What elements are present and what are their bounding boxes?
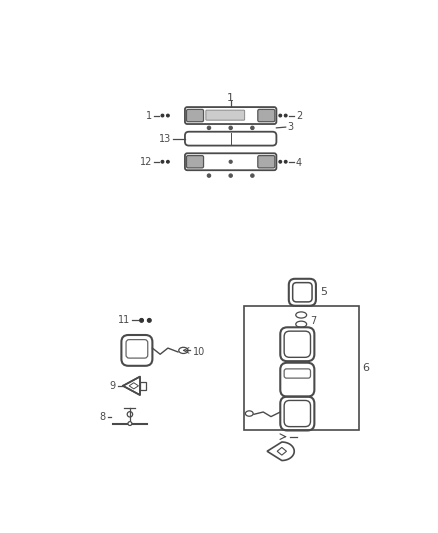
Circle shape [147,318,151,322]
Circle shape [284,114,287,117]
Circle shape [279,114,282,117]
Circle shape [207,126,211,130]
Text: 13: 13 [159,134,171,144]
Text: 3: 3 [287,122,293,132]
Circle shape [161,114,164,117]
Text: 12: 12 [140,157,152,167]
Text: 2: 2 [296,110,302,120]
Circle shape [161,160,164,163]
FancyBboxPatch shape [187,109,204,122]
Circle shape [251,174,254,177]
Circle shape [251,126,254,130]
Circle shape [279,160,282,163]
Circle shape [229,160,232,163]
Text: 8: 8 [99,413,105,422]
Circle shape [229,126,233,130]
Circle shape [140,318,144,322]
Text: 7: 7 [311,316,317,326]
Text: 1: 1 [146,110,152,120]
Text: 4: 4 [296,158,302,167]
Polygon shape [277,447,286,455]
Text: 11: 11 [118,316,131,325]
FancyBboxPatch shape [187,156,204,168]
Circle shape [166,114,170,117]
Circle shape [229,174,233,177]
Bar [140,382,146,390]
FancyBboxPatch shape [258,156,275,168]
Polygon shape [129,383,138,389]
Bar [244,306,359,431]
FancyBboxPatch shape [206,110,245,120]
Circle shape [128,422,132,425]
Text: 6: 6 [362,363,369,373]
Circle shape [284,160,287,163]
FancyBboxPatch shape [258,109,275,122]
Circle shape [207,174,211,177]
Text: 10: 10 [193,347,205,357]
Text: 5: 5 [320,287,327,297]
Text: 9: 9 [109,381,115,391]
Text: 1: 1 [227,93,234,103]
Circle shape [166,160,170,163]
